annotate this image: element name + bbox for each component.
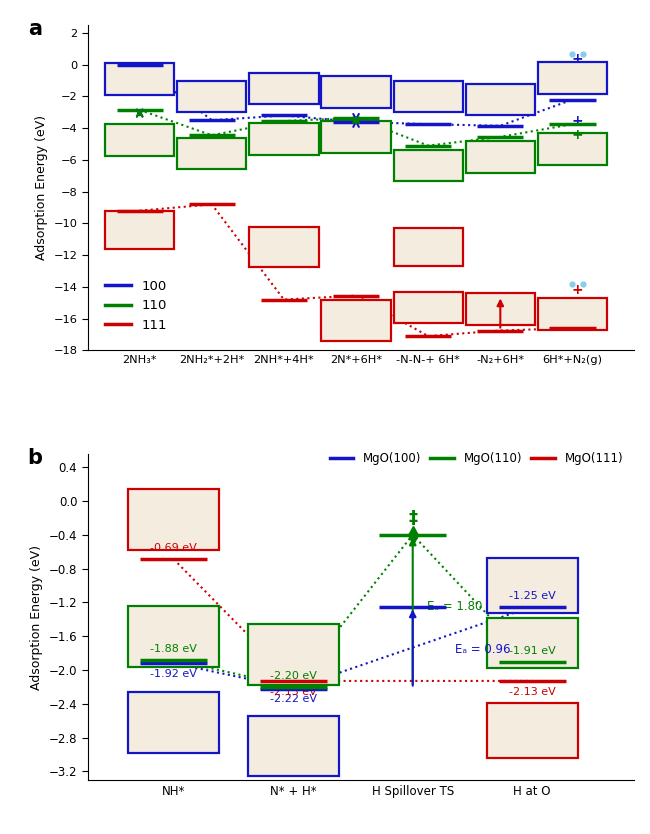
Bar <box>322 299 391 341</box>
Text: +: + <box>572 283 583 297</box>
Text: Eₐ = 1.80: Eₐ = 1.80 <box>427 600 482 613</box>
Bar <box>538 63 607 94</box>
Text: -2.20 eV: -2.20 eV <box>270 671 317 681</box>
Bar <box>393 149 463 181</box>
Bar <box>248 716 339 776</box>
Bar <box>250 228 318 267</box>
Legend: MgO(100), MgO(110), MgO(111): MgO(100), MgO(110), MgO(111) <box>325 447 628 470</box>
Text: +: + <box>572 128 583 142</box>
Text: ‡: ‡ <box>408 509 417 527</box>
Bar <box>538 298 607 329</box>
Bar <box>105 63 174 95</box>
Text: a: a <box>28 18 42 38</box>
Bar <box>487 703 578 758</box>
Bar <box>487 617 578 668</box>
Bar <box>465 83 535 115</box>
Text: -2.13 eV: -2.13 eV <box>270 687 317 697</box>
Bar <box>250 73 318 104</box>
Bar <box>248 625 339 686</box>
Bar <box>128 605 219 666</box>
Bar <box>250 123 318 155</box>
Bar <box>465 294 535 325</box>
Bar <box>393 81 463 113</box>
Text: -0.69 eV: -0.69 eV <box>150 543 197 553</box>
Text: +: + <box>572 53 583 66</box>
Text: -2.22 eV: -2.22 eV <box>270 695 317 705</box>
Text: -1.91 eV: -1.91 eV <box>509 646 556 656</box>
Bar <box>393 292 463 324</box>
Text: -2.13 eV: -2.13 eV <box>509 687 556 697</box>
Bar <box>465 141 535 173</box>
Text: -1.88 eV: -1.88 eV <box>150 644 197 654</box>
Y-axis label: Adsorption Energy (eV): Adsorption Energy (eV) <box>30 545 43 690</box>
Text: -1.25 eV: -1.25 eV <box>509 590 556 600</box>
Text: Eₐ = 0.96: Eₐ = 0.96 <box>454 643 510 656</box>
Bar <box>487 558 578 613</box>
Legend: 100, 110, 111: 100, 110, 111 <box>100 274 173 337</box>
Bar <box>105 124 174 156</box>
Bar <box>177 81 246 113</box>
Bar <box>322 121 391 153</box>
Bar <box>322 76 391 108</box>
Bar <box>538 133 607 164</box>
Text: +: + <box>572 114 583 128</box>
Y-axis label: Adsorption Energy (eV): Adsorption Energy (eV) <box>35 115 48 260</box>
Bar <box>128 489 219 550</box>
Text: -1.92 eV: -1.92 eV <box>150 669 197 679</box>
Bar <box>105 211 174 249</box>
Bar <box>177 138 246 169</box>
Bar <box>128 692 219 753</box>
Text: b: b <box>28 448 43 468</box>
Bar <box>393 229 463 266</box>
